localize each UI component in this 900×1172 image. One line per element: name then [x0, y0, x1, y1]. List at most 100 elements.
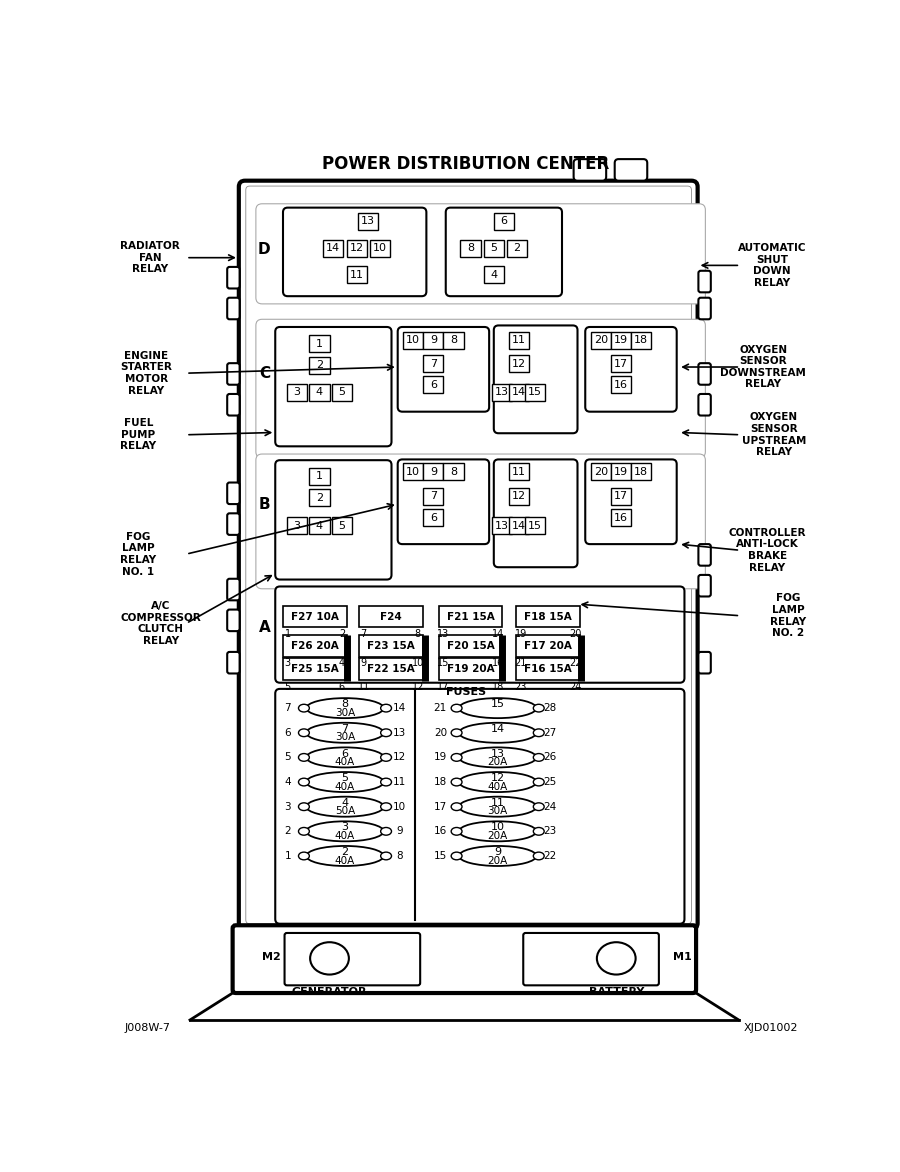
- Bar: [483, 240, 504, 257]
- Text: 10: 10: [373, 244, 387, 253]
- Bar: [439, 606, 502, 627]
- Text: 13: 13: [437, 629, 450, 639]
- Text: 5: 5: [284, 682, 291, 691]
- Text: 26: 26: [544, 752, 557, 763]
- FancyBboxPatch shape: [232, 925, 696, 993]
- Bar: [631, 463, 651, 481]
- Bar: [310, 357, 329, 374]
- Ellipse shape: [534, 852, 544, 860]
- Text: 19: 19: [515, 629, 527, 639]
- Text: FOG
LAMP
RELAY
NO. 1: FOG LAMP RELAY NO. 1: [121, 532, 157, 577]
- Text: 40A: 40A: [335, 757, 356, 766]
- Text: 5: 5: [338, 388, 346, 397]
- Ellipse shape: [534, 704, 544, 711]
- Ellipse shape: [310, 942, 349, 975]
- FancyBboxPatch shape: [398, 327, 490, 411]
- Text: FUSES: FUSES: [446, 687, 486, 697]
- FancyBboxPatch shape: [615, 159, 647, 180]
- Text: 3: 3: [341, 823, 348, 832]
- Bar: [359, 606, 422, 627]
- Text: 7: 7: [430, 359, 436, 369]
- Bar: [444, 463, 464, 481]
- Text: 2: 2: [284, 826, 291, 837]
- Text: 1: 1: [284, 851, 291, 861]
- Text: F17 20A: F17 20A: [524, 641, 572, 650]
- FancyBboxPatch shape: [227, 298, 239, 319]
- FancyBboxPatch shape: [283, 207, 427, 297]
- FancyBboxPatch shape: [256, 204, 706, 304]
- Text: 40A: 40A: [488, 782, 508, 791]
- Text: 6: 6: [341, 749, 348, 758]
- FancyBboxPatch shape: [256, 454, 706, 588]
- Bar: [631, 332, 651, 348]
- Text: 15: 15: [491, 700, 505, 709]
- Ellipse shape: [459, 846, 536, 866]
- Bar: [492, 517, 512, 534]
- Text: F21 15A: F21 15A: [446, 612, 494, 621]
- Ellipse shape: [299, 729, 310, 737]
- Bar: [517, 659, 580, 680]
- Text: 40A: 40A: [335, 782, 356, 791]
- Ellipse shape: [597, 942, 635, 975]
- Ellipse shape: [534, 827, 544, 836]
- Text: 25: 25: [544, 777, 557, 788]
- Bar: [283, 606, 346, 627]
- Text: 4: 4: [316, 388, 323, 397]
- FancyBboxPatch shape: [398, 459, 490, 544]
- Text: 22: 22: [569, 659, 581, 668]
- Text: 4: 4: [338, 659, 345, 668]
- FancyBboxPatch shape: [227, 513, 239, 534]
- Text: 2: 2: [316, 493, 323, 503]
- Text: CONTROLLER
ANTI-LOCK
BRAKE
RELAY: CONTROLLER ANTI-LOCK BRAKE RELAY: [729, 527, 806, 573]
- FancyBboxPatch shape: [698, 298, 711, 319]
- Bar: [508, 332, 528, 348]
- Text: POWER DISTRIBUTION CENTER: POWER DISTRIBUTION CENTER: [321, 155, 608, 173]
- Text: A: A: [258, 620, 270, 635]
- Text: GENERATOR: GENERATOR: [292, 987, 367, 997]
- Text: 2: 2: [338, 629, 345, 639]
- Bar: [423, 376, 444, 393]
- Ellipse shape: [534, 729, 544, 737]
- Text: 17: 17: [614, 359, 628, 369]
- Text: 1: 1: [316, 471, 323, 482]
- Text: 27: 27: [544, 728, 557, 737]
- Bar: [439, 635, 502, 656]
- Text: 11: 11: [511, 466, 526, 477]
- Ellipse shape: [451, 729, 462, 737]
- FancyBboxPatch shape: [227, 609, 239, 632]
- Text: 12: 12: [511, 359, 526, 369]
- FancyBboxPatch shape: [275, 689, 685, 924]
- FancyBboxPatch shape: [227, 483, 239, 504]
- Bar: [332, 517, 352, 534]
- Ellipse shape: [381, 803, 392, 811]
- Text: 24: 24: [544, 802, 557, 812]
- Bar: [283, 659, 346, 680]
- Bar: [494, 213, 514, 230]
- Text: F22 15A: F22 15A: [367, 663, 415, 674]
- Bar: [283, 635, 346, 656]
- FancyBboxPatch shape: [698, 394, 711, 416]
- Text: 3: 3: [284, 659, 291, 668]
- Text: XJD01002: XJD01002: [744, 1023, 798, 1033]
- Bar: [483, 266, 504, 284]
- Bar: [611, 376, 631, 393]
- FancyBboxPatch shape: [698, 544, 711, 566]
- Text: 19: 19: [614, 466, 628, 477]
- Text: F18 15A: F18 15A: [524, 612, 572, 621]
- Bar: [287, 517, 307, 534]
- Ellipse shape: [381, 704, 392, 711]
- Bar: [423, 510, 444, 526]
- Text: 5: 5: [341, 774, 348, 783]
- Bar: [359, 635, 422, 656]
- Text: 14: 14: [511, 388, 526, 397]
- Bar: [358, 213, 378, 230]
- Ellipse shape: [381, 778, 392, 786]
- Text: J008W-7: J008W-7: [124, 1023, 170, 1033]
- Text: 7: 7: [341, 724, 348, 734]
- Ellipse shape: [451, 754, 462, 762]
- Text: 11: 11: [491, 798, 505, 808]
- Text: 9: 9: [361, 659, 366, 668]
- Text: 12: 12: [349, 244, 364, 253]
- Ellipse shape: [381, 754, 392, 762]
- Bar: [508, 517, 528, 534]
